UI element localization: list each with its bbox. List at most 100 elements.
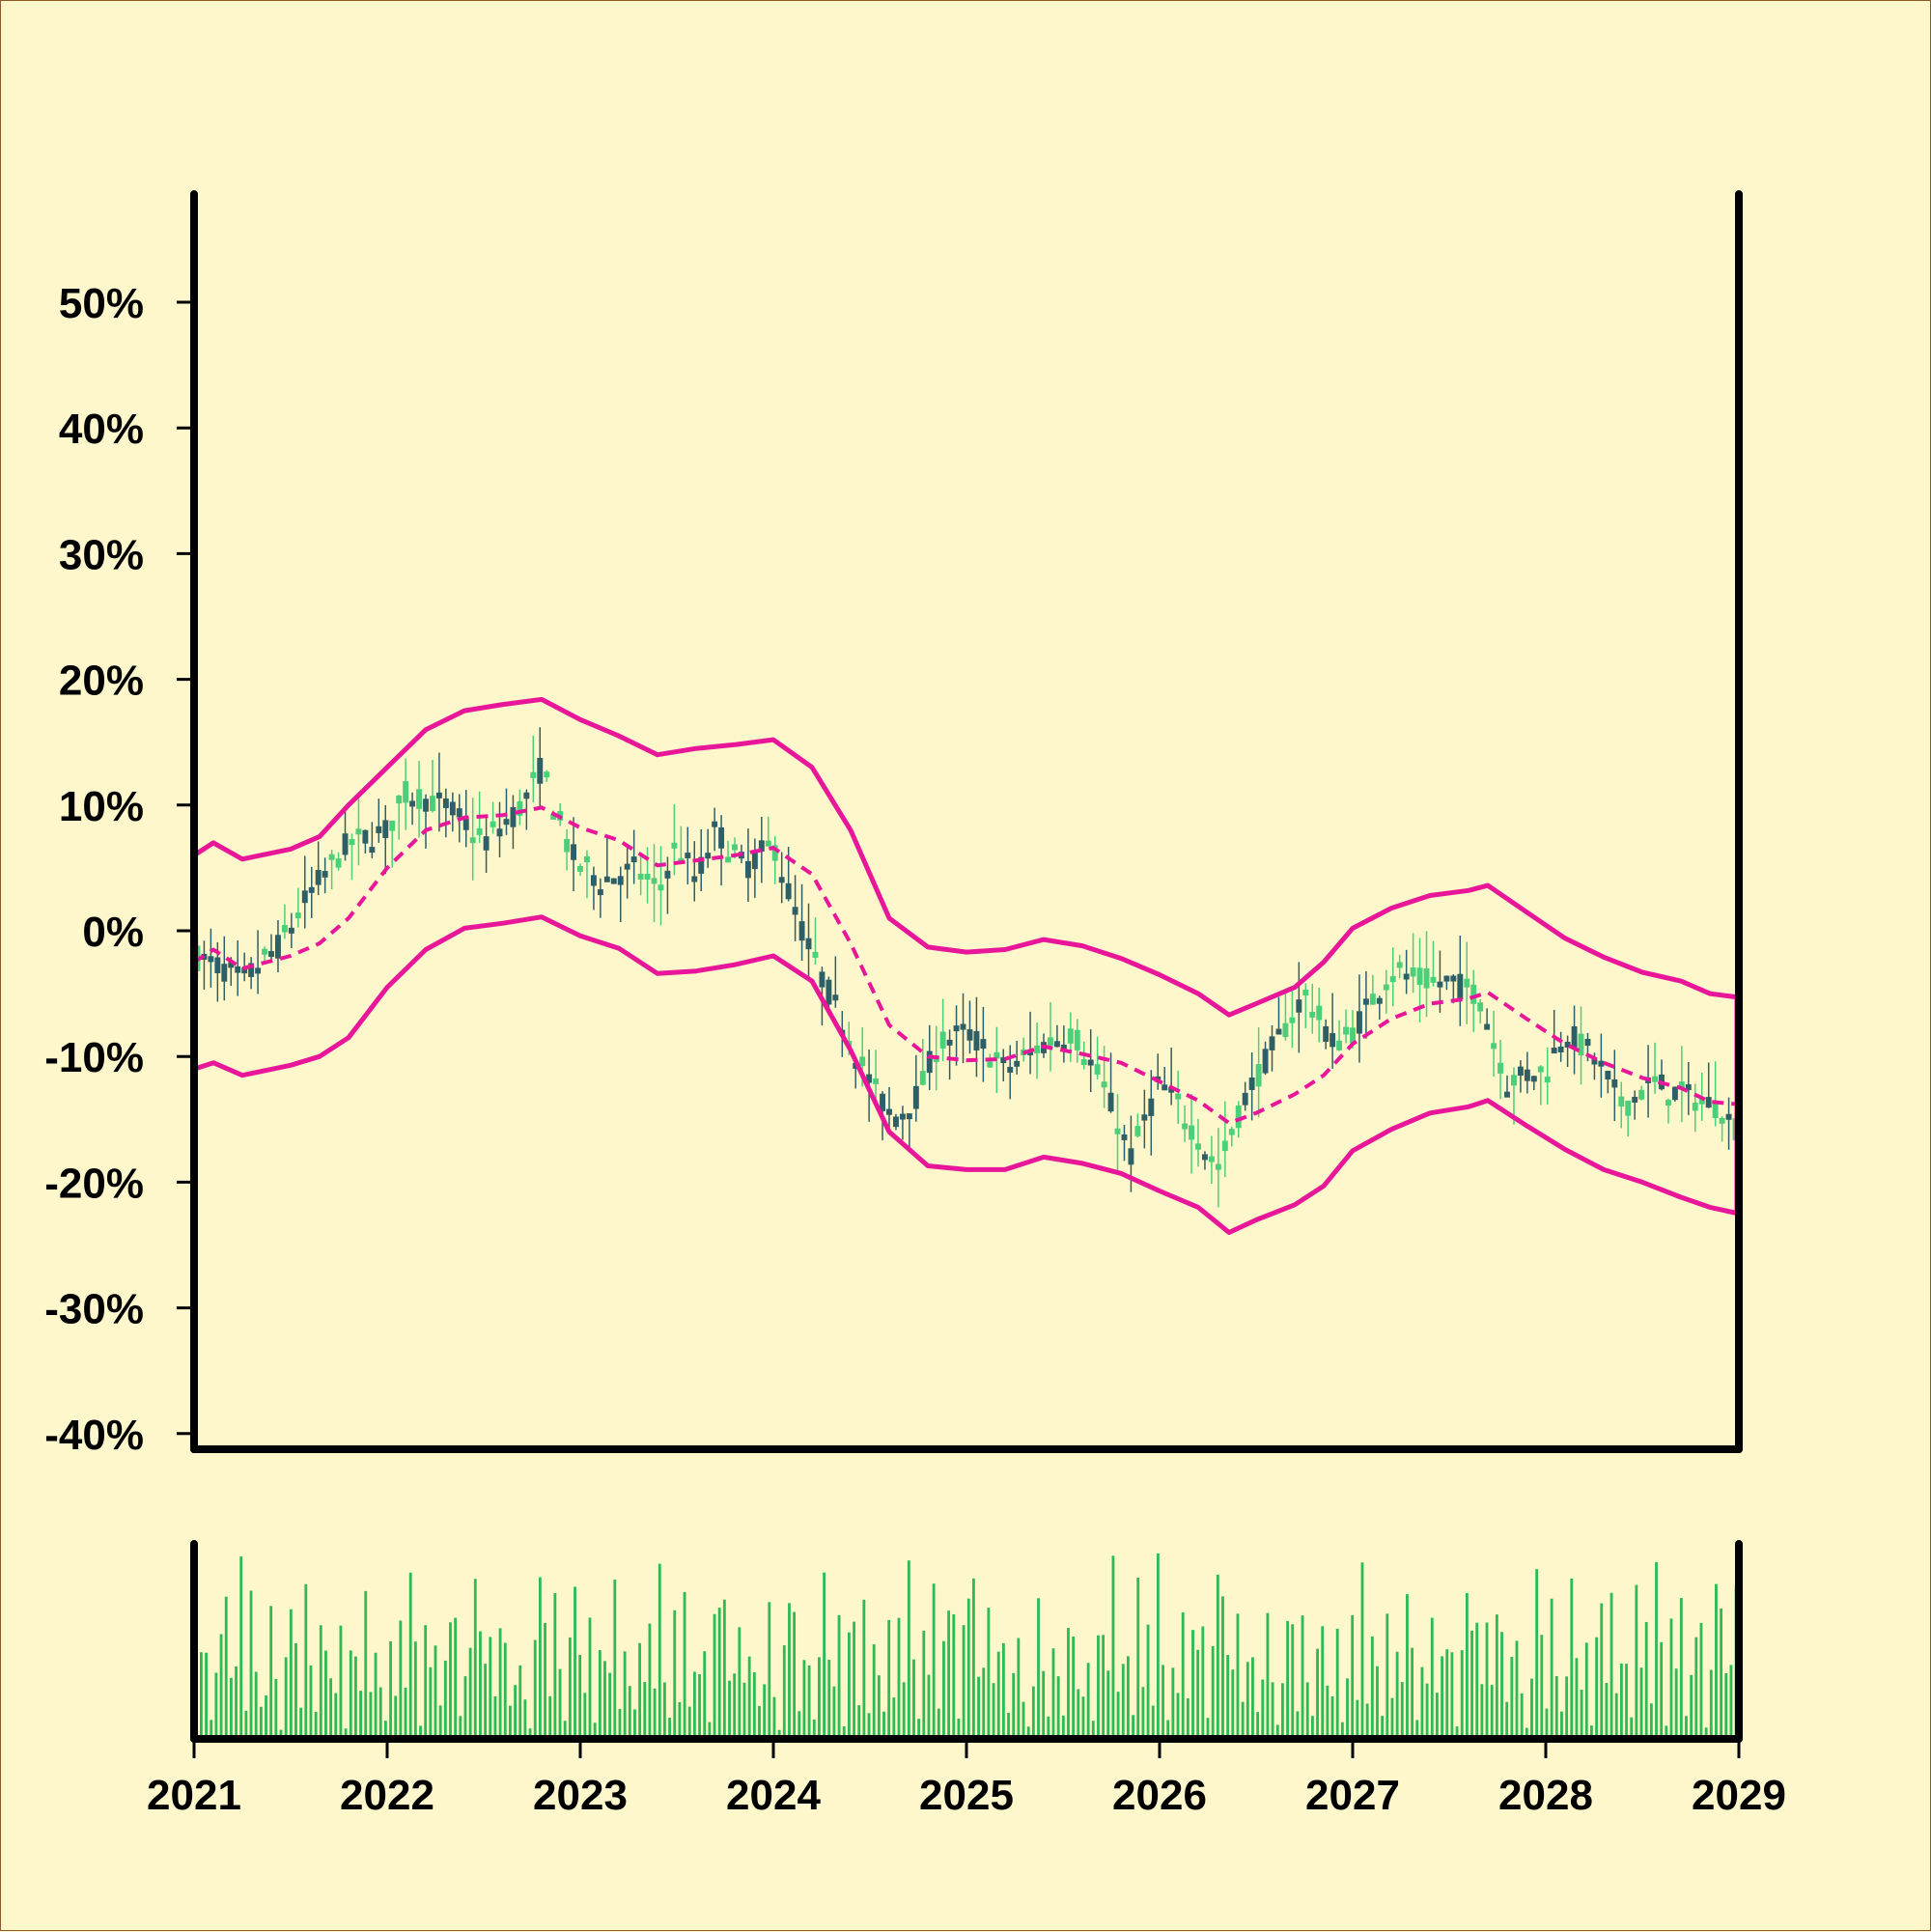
volume-bar — [782, 1645, 786, 1739]
candle-body — [637, 873, 644, 880]
candle-body — [691, 876, 698, 882]
volume-bar — [772, 1696, 776, 1739]
volume-bar — [1430, 1617, 1434, 1739]
volume-bar — [484, 1664, 488, 1739]
candle-body — [993, 1051, 1000, 1059]
volume-bar — [1047, 1716, 1050, 1739]
volume-bar — [1679, 1598, 1683, 1739]
candle-body — [893, 1116, 899, 1128]
volume-bar — [279, 1729, 283, 1739]
volume-bar — [1510, 1657, 1514, 1739]
volume-bar — [489, 1637, 492, 1739]
candle-body — [1362, 998, 1369, 1005]
volume-bar — [728, 1680, 731, 1739]
candle-body — [328, 854, 335, 860]
y-tick-label: 50% — [59, 280, 144, 327]
volume-bar — [853, 1621, 855, 1739]
volume-bar — [1081, 1696, 1085, 1739]
volume-bar — [717, 1608, 721, 1739]
volume-bar — [344, 1728, 348, 1739]
candle-body — [517, 800, 523, 816]
volume-bar — [752, 1672, 756, 1739]
volume-bar — [1619, 1663, 1623, 1739]
candle-body — [1376, 997, 1383, 1004]
volume-bar — [518, 1665, 522, 1739]
candle-body — [826, 979, 832, 1005]
candle-body — [960, 1023, 966, 1030]
volume-bar — [200, 1652, 203, 1739]
candle-body — [1034, 1045, 1040, 1053]
candle-body — [886, 1108, 892, 1115]
candle-body — [1611, 1079, 1618, 1088]
volume-bar — [1266, 1612, 1270, 1739]
candle-body — [987, 1061, 993, 1068]
volume-bar — [812, 1719, 816, 1739]
volume-bar — [1625, 1664, 1628, 1739]
volume-bar — [1171, 1667, 1175, 1739]
volume-bar — [1669, 1618, 1673, 1739]
volume-bar — [992, 1683, 995, 1739]
volume-bar — [768, 1602, 771, 1739]
candle-body — [1403, 973, 1410, 980]
volume-bar — [1001, 1642, 1005, 1739]
volume-bar — [334, 1693, 338, 1739]
candle-body — [490, 821, 496, 827]
volume-bar — [673, 1610, 677, 1739]
volume-bar — [289, 1609, 293, 1739]
volume-bar — [1301, 1615, 1304, 1739]
candle-body — [537, 757, 544, 784]
volume-bar — [1724, 1672, 1728, 1739]
volume-bar — [304, 1583, 308, 1739]
candle-body — [577, 865, 583, 872]
candle-body — [1048, 1037, 1053, 1046]
volume-bar — [887, 1619, 891, 1739]
candle-body — [1410, 967, 1416, 977]
candle-body — [1282, 1022, 1289, 1038]
candle-body — [705, 853, 712, 859]
candle-body — [1107, 1092, 1114, 1112]
volume-bar — [683, 1592, 686, 1739]
volume-bar — [1271, 1682, 1274, 1739]
volume-bar — [548, 1695, 552, 1739]
volume-bar — [1121, 1664, 1125, 1739]
volume-bar — [553, 1593, 557, 1739]
candle-body — [778, 877, 785, 883]
candle-body — [630, 856, 637, 863]
candle-body — [590, 875, 597, 886]
volume-bar — [1441, 1656, 1443, 1739]
candle-body — [1557, 1046, 1564, 1052]
volume-bar — [274, 1678, 278, 1739]
volume-bar — [927, 1674, 931, 1739]
candle-body — [880, 1093, 885, 1111]
volume-bar — [1470, 1630, 1473, 1739]
candle-body — [228, 962, 235, 968]
candle-body — [1080, 1059, 1087, 1066]
volume-bar — [1381, 1716, 1385, 1739]
volume-bar — [922, 1630, 926, 1739]
volume-bar — [1146, 1624, 1150, 1739]
candle-body — [288, 927, 294, 934]
candle-body — [1638, 1089, 1645, 1100]
volume-bar — [1021, 1701, 1025, 1739]
volume-bar — [1245, 1662, 1249, 1739]
candle-body — [1343, 1026, 1349, 1035]
volume-bar — [982, 1667, 986, 1739]
volume-bar — [1520, 1693, 1524, 1739]
volume-bar — [1565, 1676, 1569, 1739]
volume-bar — [703, 1651, 707, 1739]
volume-bar — [563, 1721, 567, 1739]
volume-bar — [1644, 1621, 1648, 1739]
volume-bar — [229, 1677, 233, 1739]
volume-bar — [1281, 1683, 1284, 1739]
volume-bar — [867, 1713, 871, 1739]
x-tick-label: 2024 — [726, 1772, 821, 1819]
candle-body — [1712, 1101, 1719, 1119]
candle-body — [1524, 1069, 1530, 1081]
candle-body — [1464, 978, 1470, 988]
volume-bar — [932, 1583, 936, 1739]
volume-bar — [265, 1695, 267, 1739]
volume-bar — [1605, 1683, 1609, 1739]
candle-body — [658, 884, 664, 891]
volume-bar — [1395, 1651, 1399, 1739]
